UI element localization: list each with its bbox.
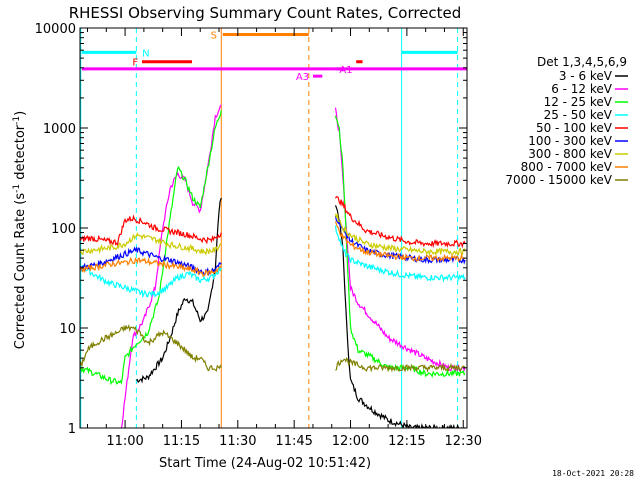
y-tick-label-1: 10 (59, 322, 76, 337)
series-line-7 (80, 221, 466, 278)
legend-label-8: 7000 - 15000 keV (505, 173, 612, 187)
x-tick-label-4: 12:00 (332, 434, 369, 449)
flag-label-1: F (132, 58, 138, 69)
y-axis-label-part2: detector (13, 124, 28, 184)
x-tick-label-2: 11:30 (219, 434, 256, 449)
x-tick-label-3: 11:45 (275, 434, 312, 449)
series-line-5 (80, 215, 466, 277)
series-line-8 (80, 323, 466, 373)
flag-label-4: A3 (296, 72, 309, 83)
legend-label-3: 25 - 50 keV (544, 108, 613, 122)
series-line-6 (80, 213, 466, 257)
legend-label-0: 3 - 6 keV (559, 69, 613, 83)
legend-label-6: 300 - 800 keV (528, 147, 612, 161)
series-line-4 (80, 196, 466, 249)
x-tick-label-5: 12:15 (388, 434, 425, 449)
legend-label-1: 6 - 12 keV (551, 82, 613, 96)
y-axis-label-sup1: -1 (12, 184, 22, 193)
y-axis-label: Corrected Count Rate (s-1 detector-1) (12, 111, 28, 349)
y-tick-label-3: 1000 (43, 122, 76, 137)
chart-title: RHESSI Observing Summary Count Rates, Co… (69, 4, 462, 22)
legend-label-7: 800 - 7000 keV (521, 160, 613, 174)
legend-label-4: 50 - 100 keV (536, 121, 613, 135)
footer-timestamp: 18-Oct-2021 20:28 (552, 469, 634, 478)
axes: 11:00 11:15 11:30 11:45 12:00 12:15 12:30 1 10 10… (35, 22, 482, 449)
y-axis-label-part3: ) (13, 111, 28, 116)
series-line-2 (80, 110, 466, 386)
flag-label-3: S (211, 31, 217, 42)
plot-area: NF S A3 A1 (80, 28, 467, 428)
flag-label-5: A1 (339, 65, 352, 76)
x-axis-label: Start Time (24-Aug-02 10:51:42) (159, 456, 371, 471)
flag-label-0: N (142, 48, 149, 59)
legend-label-5: 100 - 300 keV (528, 134, 612, 148)
y-axis-label-part1: Corrected Count Rate (s (13, 193, 28, 350)
legend-title: Det 1,3,4,5,6,9 (537, 55, 627, 69)
y-tick-label-4: 10000 (35, 22, 76, 37)
x-tick-label-0: 11:00 (106, 434, 143, 449)
legend-label-2: 12 - 25 keV (544, 95, 613, 109)
y-tick-label-0: 1 (68, 422, 76, 437)
x-tick-label-1: 11:15 (163, 434, 200, 449)
x-tick-label-6: 12:30 (445, 434, 482, 449)
y-tick-label-2: 100 (51, 222, 76, 237)
y-axis-label-sup2: -1 (12, 116, 22, 125)
series-line-0 (136, 197, 466, 428)
series-line-3 (80, 225, 466, 299)
series-line-1 (120, 104, 466, 428)
